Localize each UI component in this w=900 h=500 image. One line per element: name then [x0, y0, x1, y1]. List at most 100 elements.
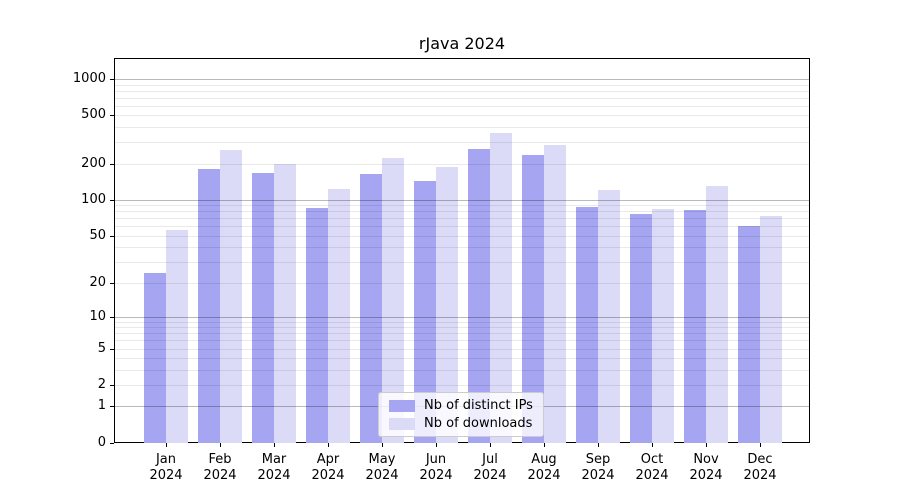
x-tick-label-nov: Nov 2024 [689, 452, 723, 483]
bar-ips-may [360, 174, 382, 443]
bar-ips-mar [252, 173, 274, 443]
gridline-minor-90 [115, 205, 809, 207]
x-tick-mark-aug [544, 443, 545, 447]
x-tick-label-dec: Dec 2024 [743, 452, 777, 483]
y-tick-mark-20 [110, 282, 114, 284]
x-tick-label-jul: Jul 2024 [473, 452, 507, 483]
x-tick-label-apr: Apr 2024 [311, 452, 345, 483]
bar-downloads-jun [436, 166, 458, 443]
x-tick-label-jun: Jun 2024 [419, 452, 453, 483]
gridline-minor-6 [115, 340, 809, 342]
x-tick-label-jan: Jan 2024 [149, 452, 183, 483]
bar-downloads-nov [706, 186, 728, 443]
x-tick-mark-apr [328, 443, 329, 447]
chart-title: rJava 2024 [418, 34, 506, 53]
gridline-major-10 [115, 316, 809, 318]
x-tick-mark-mar [274, 443, 275, 447]
x-tick-mark-dec [760, 443, 761, 447]
gridline-minor-80 [115, 211, 809, 213]
bar-downloads-jan [166, 229, 188, 443]
legend-row-downloads: Nb of downloads [389, 416, 533, 431]
x-tick-mark-may [382, 443, 383, 447]
x-tick-mark-feb [220, 443, 221, 447]
gridline-minor-30 [115, 262, 809, 264]
gridline-minor-20 [115, 282, 809, 284]
y-tick-label-20: 20 [89, 274, 106, 290]
bar-ips-jul [468, 148, 490, 443]
x-tick-label-feb: Feb 2024 [203, 452, 237, 483]
y-tick-mark-1 [110, 406, 114, 408]
x-tick-label-aug: Aug 2024 [527, 452, 561, 483]
y-tick-mark-200 [110, 163, 114, 165]
bar-ips-oct [630, 214, 652, 443]
y-tick-label-1: 1 [97, 398, 106, 414]
y-tick-mark-1000 [110, 79, 114, 80]
bar-downloads-may [382, 158, 404, 443]
bar-ips-apr [306, 208, 328, 443]
gridline-minor-9 [115, 321, 809, 323]
gridline-minor-50 [115, 235, 809, 237]
gridline-minor-70 [115, 218, 809, 220]
gridline-minor-3 [115, 369, 809, 371]
bar-downloads-feb [220, 150, 242, 443]
legend-row-distinct-ips: Nb of distinct IPs [389, 398, 533, 413]
bar-ips-feb [198, 168, 220, 443]
x-tick-label-mar: Mar 2024 [257, 452, 291, 483]
gridline-minor-900 [115, 84, 809, 86]
gridline-minor-60 [115, 226, 809, 228]
bar-downloads-aug [544, 145, 566, 443]
y-tick-label-0: 0 [97, 435, 106, 450]
gridline-minor-700 [115, 97, 809, 99]
gridline-major-1000 [115, 79, 809, 80]
bar-downloads-jul [490, 133, 512, 443]
legend-swatch-icon [389, 417, 415, 430]
y-tick-label-5: 5 [97, 340, 106, 356]
gridline-minor-40 [115, 247, 809, 249]
bar-ips-aug [522, 154, 544, 443]
gridline-minor-8 [115, 327, 809, 329]
y-tick-mark-5 [110, 348, 114, 350]
legend-label: Nb of downloads [424, 416, 533, 431]
legend-label: Nb of distinct IPs [424, 398, 533, 413]
x-tick-label-sep: Sep 2024 [581, 452, 615, 483]
bar-ips-jan [144, 273, 166, 443]
legend-swatch-icon [389, 399, 415, 412]
y-tick-mark-0 [110, 443, 114, 444]
gridline-minor-300 [115, 142, 809, 144]
y-tick-mark-500 [110, 115, 114, 117]
x-tick-mark-nov [706, 443, 707, 447]
bar-ips-jun [414, 180, 436, 443]
gridline-major-100 [115, 199, 809, 201]
x-tick-mark-jan [166, 443, 167, 447]
bar-downloads-sep [598, 190, 620, 443]
legend: Nb of distinct IPs Nb of downloads [378, 392, 544, 437]
bar-downloads-dec [760, 216, 782, 443]
bar-downloads-oct [652, 208, 674, 443]
y-tick-label-200: 200 [81, 155, 106, 171]
gridline-minor-4 [115, 358, 809, 360]
y-tick-label-50: 50 [89, 227, 106, 243]
y-tick-label-100: 100 [81, 191, 106, 207]
x-tick-mark-oct [652, 443, 653, 447]
x-tick-label-may: May 2024 [365, 452, 399, 483]
x-tick-label-oct: Oct 2024 [635, 452, 669, 483]
y-tick-mark-100 [110, 199, 114, 201]
y-tick-label-500: 500 [81, 107, 106, 123]
gridline-minor-800 [115, 90, 809, 92]
y-tick-label-10: 10 [89, 308, 106, 324]
gridline-minor-500 [115, 115, 809, 117]
gridline-minor-5 [115, 348, 809, 350]
y-tick-mark-50 [110, 235, 114, 237]
gridline-minor-2 [115, 385, 809, 387]
y-tick-mark-10 [110, 316, 114, 318]
gridline-minor-600 [115, 105, 809, 107]
x-tick-mark-jul [490, 443, 491, 447]
bar-ips-dec [738, 226, 760, 443]
gridline-minor-400 [115, 127, 809, 129]
bar-ips-sep [576, 207, 598, 443]
bar-ips-nov [684, 210, 706, 443]
bar-downloads-apr [328, 189, 350, 443]
y-tick-mark-2 [110, 385, 114, 387]
bar-downloads-mar [274, 164, 296, 443]
